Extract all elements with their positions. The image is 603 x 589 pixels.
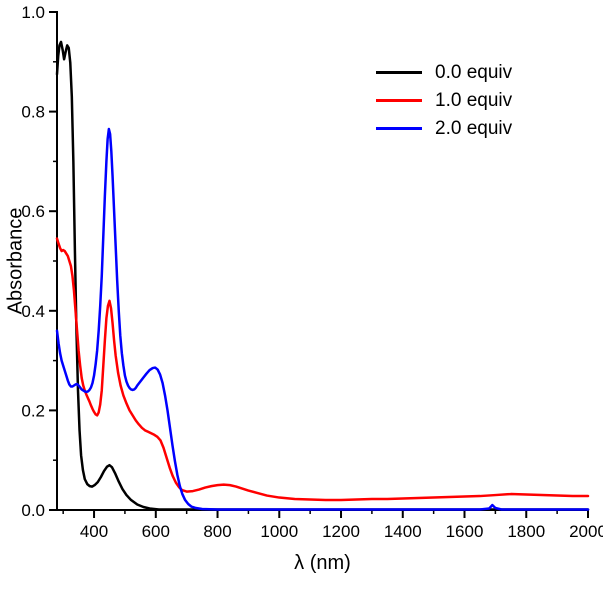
legend-item-1-equiv: 1.0 equiv <box>376 86 512 114</box>
legend-label-1-equiv: 1.0 equiv <box>435 89 513 111</box>
legend-label-0-equiv: 0.0 equiv <box>435 61 513 83</box>
y-tick-label: 0.4 <box>21 302 45 321</box>
y-axis-label: Absorbance <box>4 207 27 315</box>
legend-item-0-equiv: 0.0 equiv <box>376 58 512 86</box>
legend-item-2-equiv: 2.0 equiv <box>376 114 512 142</box>
x-tick-label: 2000 <box>569 522 603 541</box>
legend: 0.0 equiv 1.0 equiv 2.0 equiv <box>376 58 512 142</box>
y-tick-label: 0.2 <box>21 401 45 420</box>
x-axis-label: λ (nm) <box>294 552 351 574</box>
x-tick-label: 1600 <box>446 522 484 541</box>
x-tick-label: 600 <box>142 522 170 541</box>
legend-line-black <box>376 70 422 74</box>
y-tick-label: 0.8 <box>21 103 45 122</box>
legend-label-2-equiv: 2.0 equiv <box>435 117 513 139</box>
legend-line-blue <box>376 126 422 130</box>
x-tick-label: 400 <box>80 522 108 541</box>
series-curve-2 <box>55 127 590 511</box>
y-tick-label: 1.0 <box>21 3 45 22</box>
x-tick-label: 1200 <box>322 522 360 541</box>
y-tick-label: 0.0 <box>21 501 45 520</box>
y-tick-label: 0.6 <box>21 202 45 221</box>
series-curve-1 <box>55 237 590 502</box>
x-tick-label: 1400 <box>384 522 422 541</box>
series-curve-0 <box>55 40 590 511</box>
x-tick-label: 1800 <box>507 522 545 541</box>
legend-line-red <box>376 98 422 102</box>
x-tick-label: 800 <box>203 522 231 541</box>
x-tick-label: 1000 <box>260 522 298 541</box>
